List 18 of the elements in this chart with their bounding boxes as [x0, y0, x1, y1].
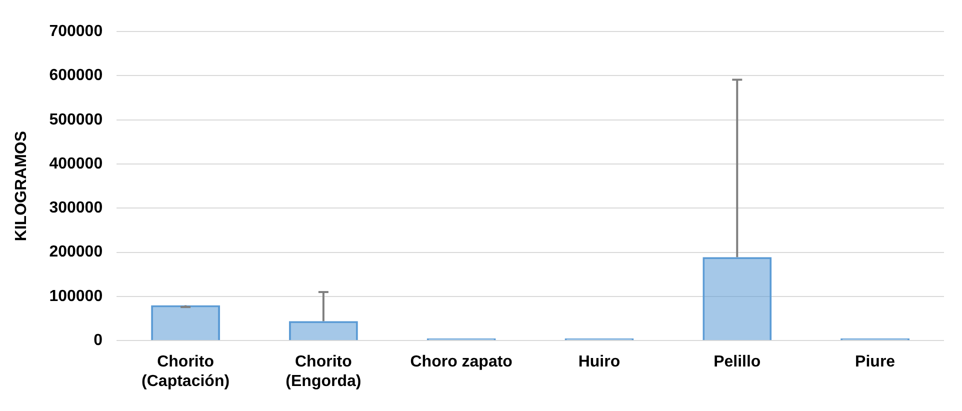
y-tick-label: 300000: [49, 200, 103, 217]
y-tick-label: 600000: [49, 67, 103, 84]
x-tick-label: Chorito (Captación): [142, 354, 230, 390]
bar: [288, 321, 358, 340]
bar: [702, 257, 772, 340]
y-axis-title: KILOGRAMOS: [13, 130, 30, 242]
y-tick-label: 700000: [49, 23, 103, 40]
bar: [151, 305, 220, 340]
x-tick-label: Chorito (Engorda): [286, 354, 362, 390]
y-tick-label: 0: [94, 332, 103, 350]
y-tick-label: 100000: [49, 288, 103, 305]
y-tick-label: 500000: [49, 111, 103, 128]
y-tick-label: 200000: [49, 244, 103, 261]
y-tick-label: 400000: [49, 155, 103, 172]
x-tick-label: Huiro: [578, 354, 620, 371]
x-tick-label: Pelillo: [714, 354, 761, 371]
x-tick-label: Choro zapato: [410, 354, 513, 371]
x-tick-label: Piure: [855, 354, 896, 371]
